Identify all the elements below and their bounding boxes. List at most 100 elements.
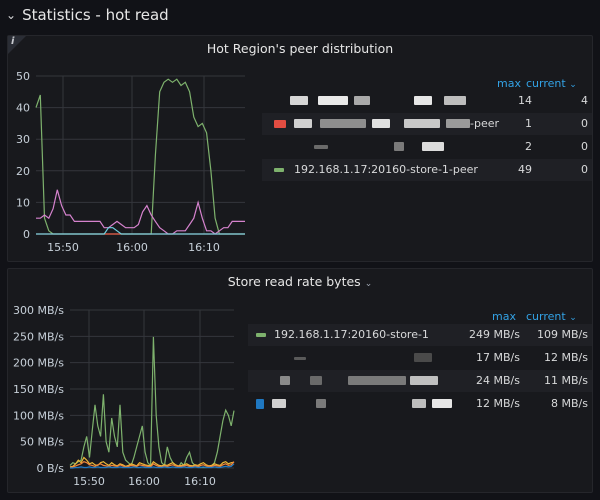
legend-series-name: -peer bbox=[470, 117, 500, 130]
redacted-block bbox=[272, 399, 286, 408]
legend-header-max[interactable]: max bbox=[497, 77, 521, 90]
redacted-block bbox=[404, 119, 440, 128]
legend-header-max[interactable]: max bbox=[492, 310, 516, 323]
legend-max: 24 MB/s bbox=[476, 374, 520, 387]
redacted-block bbox=[294, 119, 312, 128]
legend-header-current[interactable]: current ⌄ bbox=[526, 310, 577, 323]
legend-row[interactable]: 12 MB/s 8 MB/s bbox=[248, 393, 592, 415]
redacted-block bbox=[432, 399, 452, 408]
redacted-block bbox=[354, 96, 370, 105]
chevron-down-icon: ⌄ bbox=[569, 80, 577, 90]
y-tick-label: 30 bbox=[16, 133, 30, 146]
legend-current: 109 MB/s bbox=[537, 328, 588, 341]
redacted-block bbox=[310, 376, 322, 385]
redacted-block bbox=[348, 376, 406, 385]
redacted-block bbox=[422, 142, 444, 151]
y-tick-label: 100 MB/s bbox=[13, 409, 64, 422]
legend-current: 4 bbox=[581, 94, 588, 107]
x-tick-label: 16:00 bbox=[128, 475, 160, 488]
chevron-down-icon: ⌄ bbox=[569, 313, 577, 323]
x-tick-label: 16:10 bbox=[184, 475, 216, 488]
panel-title-text: Hot Region's peer distribution bbox=[206, 41, 394, 56]
y-tick-label: 0 B/s bbox=[37, 462, 65, 475]
legend-current: 0 bbox=[581, 117, 588, 130]
redacted-block bbox=[372, 119, 390, 128]
redacted-block bbox=[294, 357, 306, 360]
legend-max: 49 bbox=[518, 163, 532, 176]
legend-max: 1 bbox=[525, 117, 532, 130]
y-tick-label: 0 bbox=[23, 228, 30, 241]
info-icon[interactable]: i bbox=[11, 36, 15, 47]
y-tick-label: 200 MB/s bbox=[13, 357, 64, 370]
x-tick-label: 15:50 bbox=[73, 475, 105, 488]
redacted-block bbox=[414, 353, 432, 362]
y-tick-label: 20 bbox=[16, 165, 30, 178]
series-color-swatch bbox=[256, 333, 266, 337]
y-tick-label: 250 MB/s bbox=[13, 330, 64, 343]
legend-row[interactable]: -peer 1 0 bbox=[262, 113, 592, 135]
redacted-block bbox=[394, 142, 404, 151]
series-color-swatch bbox=[256, 399, 264, 409]
legend-series-name: 192.168.1.17:20160-store-1-peer bbox=[294, 163, 478, 176]
legend-row[interactable]: 192.168.1.17:20160-store-1-peer 49 0 bbox=[262, 159, 592, 181]
panel-title[interactable]: Store read rate bytes ⌄ bbox=[8, 274, 592, 289]
x-tick-label: 15:50 bbox=[47, 241, 79, 254]
legend-current: 11 MB/s bbox=[544, 374, 588, 387]
y-tick-label: 300 MB/s bbox=[13, 304, 64, 317]
redacted-block bbox=[290, 96, 308, 105]
y-tick-label: 50 bbox=[16, 70, 30, 83]
y-tick-label: 40 bbox=[16, 102, 30, 115]
legend-max: 249 MB/s bbox=[469, 328, 520, 341]
y-tick-label: 10 bbox=[16, 196, 30, 209]
legend-current: 0 bbox=[581, 140, 588, 153]
legend-current: 12 MB/s bbox=[544, 351, 588, 364]
legend: max current ⌄ 192.168.1.17:20160-store-1… bbox=[8, 269, 594, 494]
chevron-down-icon[interactable]: ⌄ bbox=[6, 8, 17, 22]
panel-title[interactable]: Hot Region's peer distribution bbox=[8, 41, 592, 56]
chart-store-read-rate-bytes[interactable]: 0 B/s 50 MB/s 100 MB/s 150 MB/s 200 MB/s 250 … bbox=[8, 294, 258, 494]
series-line bbox=[70, 463, 235, 469]
row-title: Statistics - hot read bbox=[22, 6, 169, 24]
legend-current: 8 MB/s bbox=[551, 397, 588, 410]
legend-series-name: 192.168.1.17:20160-store-1 bbox=[274, 328, 429, 341]
legend-row[interactable]: 192.168.1.17:20160-store-1 249 MB/s 109 … bbox=[248, 324, 592, 346]
legend-row[interactable]: 2 0 bbox=[262, 136, 592, 158]
y-tick-label: 150 MB/s bbox=[13, 383, 64, 396]
redacted-block bbox=[316, 399, 326, 408]
legend-max: 12 MB/s bbox=[476, 397, 520, 410]
x-tick-label: 16:00 bbox=[116, 241, 148, 254]
legend-max: 14 bbox=[518, 94, 532, 107]
chevron-down-icon[interactable]: ⌄ bbox=[364, 279, 373, 289]
redacted-block bbox=[320, 119, 366, 128]
series-line bbox=[69, 461, 235, 469]
series-color-swatch bbox=[274, 120, 286, 128]
redacted-block bbox=[412, 399, 426, 408]
panel-hot-region-peer-distribution: i Hot Region's peer distribution 0 10 20 30… bbox=[7, 35, 593, 262]
series-line bbox=[36, 189, 245, 235]
series-line bbox=[36, 227, 245, 235]
legend-row[interactable]: 24 MB/s 11 MB/s bbox=[248, 370, 592, 392]
redacted-block bbox=[446, 119, 470, 128]
legend-header-current-label: current bbox=[526, 310, 566, 323]
legend-header-current[interactable]: current ⌄ bbox=[526, 77, 577, 90]
x-tick-label: 16:10 bbox=[188, 241, 220, 254]
legend-max: 2 bbox=[525, 140, 532, 153]
legend-row[interactable]: 14 4 bbox=[262, 90, 592, 112]
panel-store-read-rate-bytes: Store read rate bytes ⌄ 0 B/s 50 MB/s 100 M… bbox=[7, 268, 593, 493]
chart-hot-region-peer-distribution[interactable]: 0 10 20 30 40 50 15:50 16:00 16:10 bbox=[8, 58, 258, 263]
legend-current: 0 bbox=[581, 163, 588, 176]
y-tick-label: 50 MB/s bbox=[20, 436, 64, 449]
redacted-block bbox=[280, 376, 290, 385]
row-header[interactable]: ⌄ Statistics - hot read bbox=[6, 4, 169, 26]
legend-header-current-label: current bbox=[526, 77, 566, 90]
redacted-block bbox=[444, 96, 466, 105]
redacted-block bbox=[314, 145, 328, 149]
legend-row[interactable]: 17 MB/s 12 MB/s bbox=[248, 347, 592, 369]
series-color-swatch bbox=[274, 168, 284, 172]
panel-title-text: Store read rate bytes bbox=[227, 274, 361, 289]
legend-max: 17 MB/s bbox=[476, 351, 520, 364]
redacted-block bbox=[414, 96, 432, 105]
legend: max current ⌄ 14 4 -peer 1 0 bbox=[8, 36, 594, 263]
panel-info-corner[interactable]: i bbox=[8, 36, 26, 54]
redacted-block bbox=[318, 96, 348, 105]
